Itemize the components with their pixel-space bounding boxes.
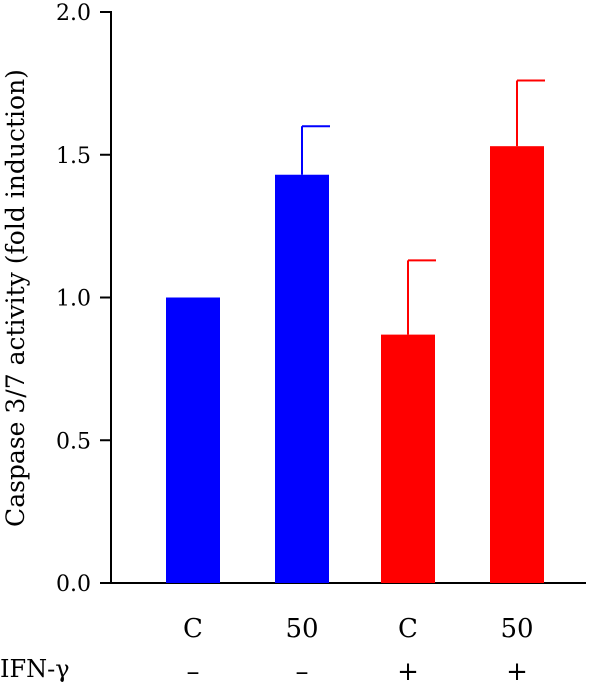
category-label: C xyxy=(183,614,203,644)
factor-level-label: – xyxy=(296,657,309,687)
factor-row: IFN-γ – – + + xyxy=(0,655,528,687)
bars xyxy=(166,146,544,584)
y-tick-label: 1.5 xyxy=(56,144,91,169)
y-ticks: 0.0 0.5 1.0 1.5 2.0 xyxy=(56,1,111,597)
y-tick-label: 0.0 xyxy=(56,572,91,597)
bar xyxy=(490,146,544,583)
category-label: C xyxy=(398,614,418,644)
factor-level-label: + xyxy=(397,657,419,687)
error-bars xyxy=(301,79,545,335)
y-axis-title: Caspase 3/7 activity (fold induction) xyxy=(1,69,30,527)
category-label: 50 xyxy=(500,614,533,644)
category-label: 50 xyxy=(285,614,318,644)
factor-label: IFN-γ xyxy=(0,655,70,683)
bar xyxy=(166,297,220,583)
y-tick-label: 0.5 xyxy=(56,429,91,454)
bar xyxy=(275,174,329,584)
factor-level-label: + xyxy=(506,657,528,687)
category-labels: C 50 C 50 xyxy=(183,614,534,644)
factor-level-label: – xyxy=(187,657,200,687)
bar xyxy=(381,334,435,583)
y-tick-label: 1.0 xyxy=(56,287,91,312)
y-tick-label: 2.0 xyxy=(56,1,91,26)
